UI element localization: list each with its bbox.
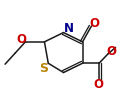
Text: O: O [106, 45, 116, 58]
Text: O: O [90, 17, 100, 30]
Text: N: N [64, 22, 74, 35]
Text: S: S [39, 62, 48, 75]
Text: O: O [17, 33, 27, 46]
Text: O: O [93, 78, 103, 91]
